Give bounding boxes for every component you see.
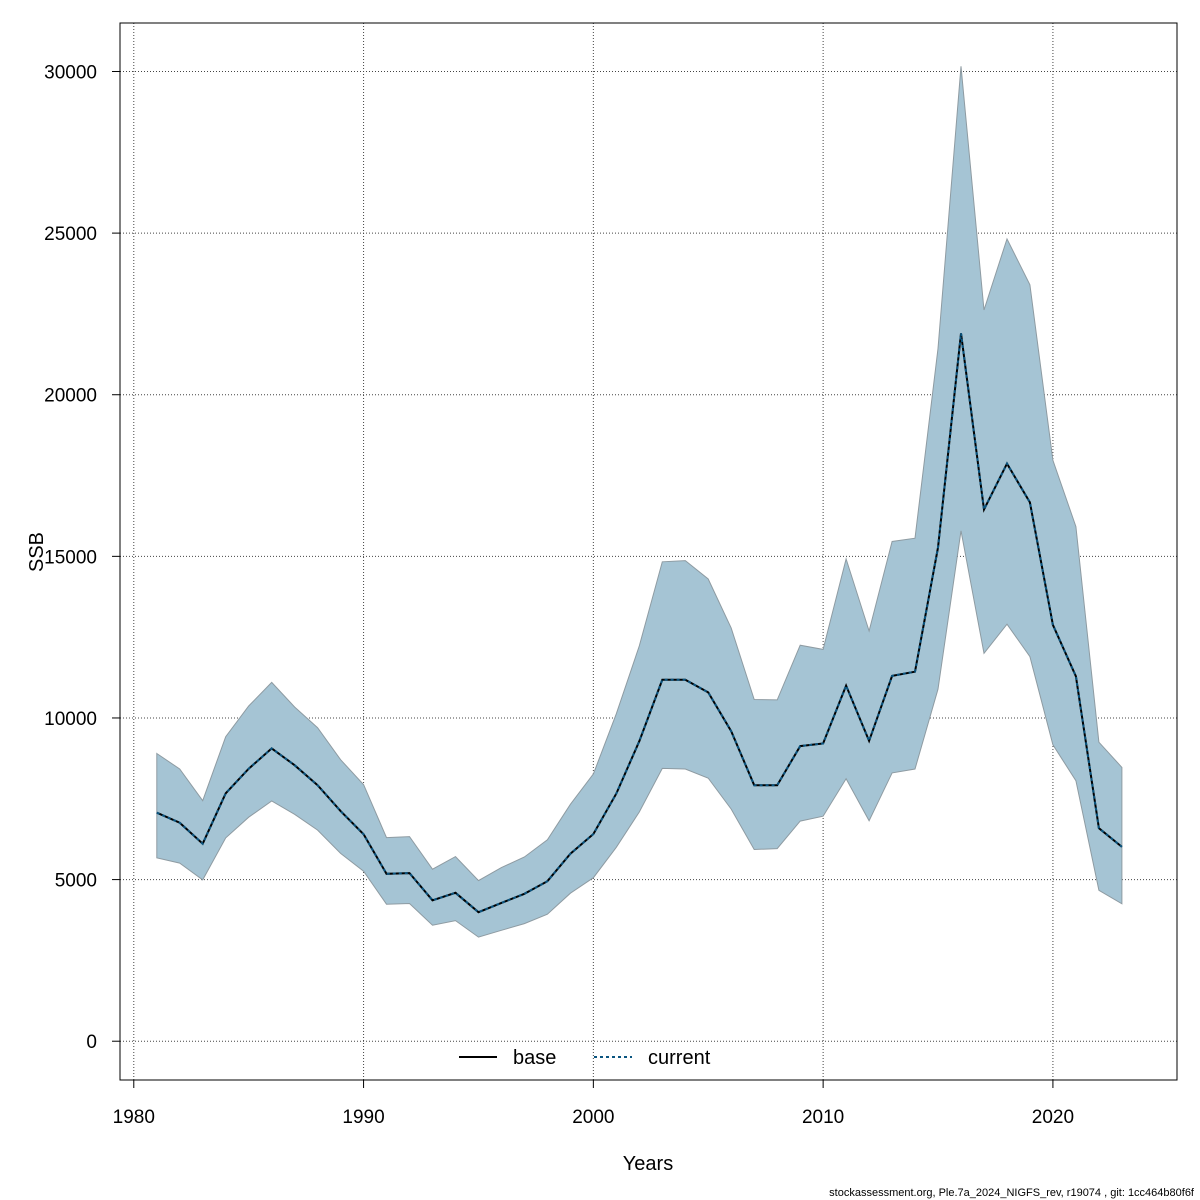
x-axis-label: Years [623,1153,673,1175]
y-tick-label-30000: 30000 [44,62,97,83]
legend-label-base: base [513,1047,556,1069]
x-axis: 1980 1990 2000 2010 2020 [113,1079,1074,1128]
y-tick-label-0: 0 [86,1032,97,1053]
y-tick-label-10000: 10000 [44,709,97,730]
x-tick-label-1980: 1980 [113,1107,155,1128]
confidence-band [156,66,1123,938]
y-tick-label-25000: 25000 [44,224,97,245]
x-tick-label-1990: 1990 [342,1107,384,1128]
legend: base current [459,1047,711,1069]
y-axis-label: SSB [26,532,48,572]
footer-note: stockassessment.org, Ple.7a_2024_NIGFS_r… [829,1187,1195,1199]
y-tick-label-15000: 15000 [44,547,97,568]
y-axis: 0 5000 10000 15000 20000 25000 30000 [44,62,121,1053]
x-tick-label-2000: 2000 [572,1107,614,1128]
x-tick-label-2010: 2010 [802,1107,844,1128]
legend-label-current: current [648,1047,711,1069]
y-tick-label-20000: 20000 [44,386,97,407]
x-tick-label-2020: 2020 [1032,1107,1074,1128]
y-tick-label-5000: 5000 [55,871,97,892]
series-line-current [156,333,1123,914]
